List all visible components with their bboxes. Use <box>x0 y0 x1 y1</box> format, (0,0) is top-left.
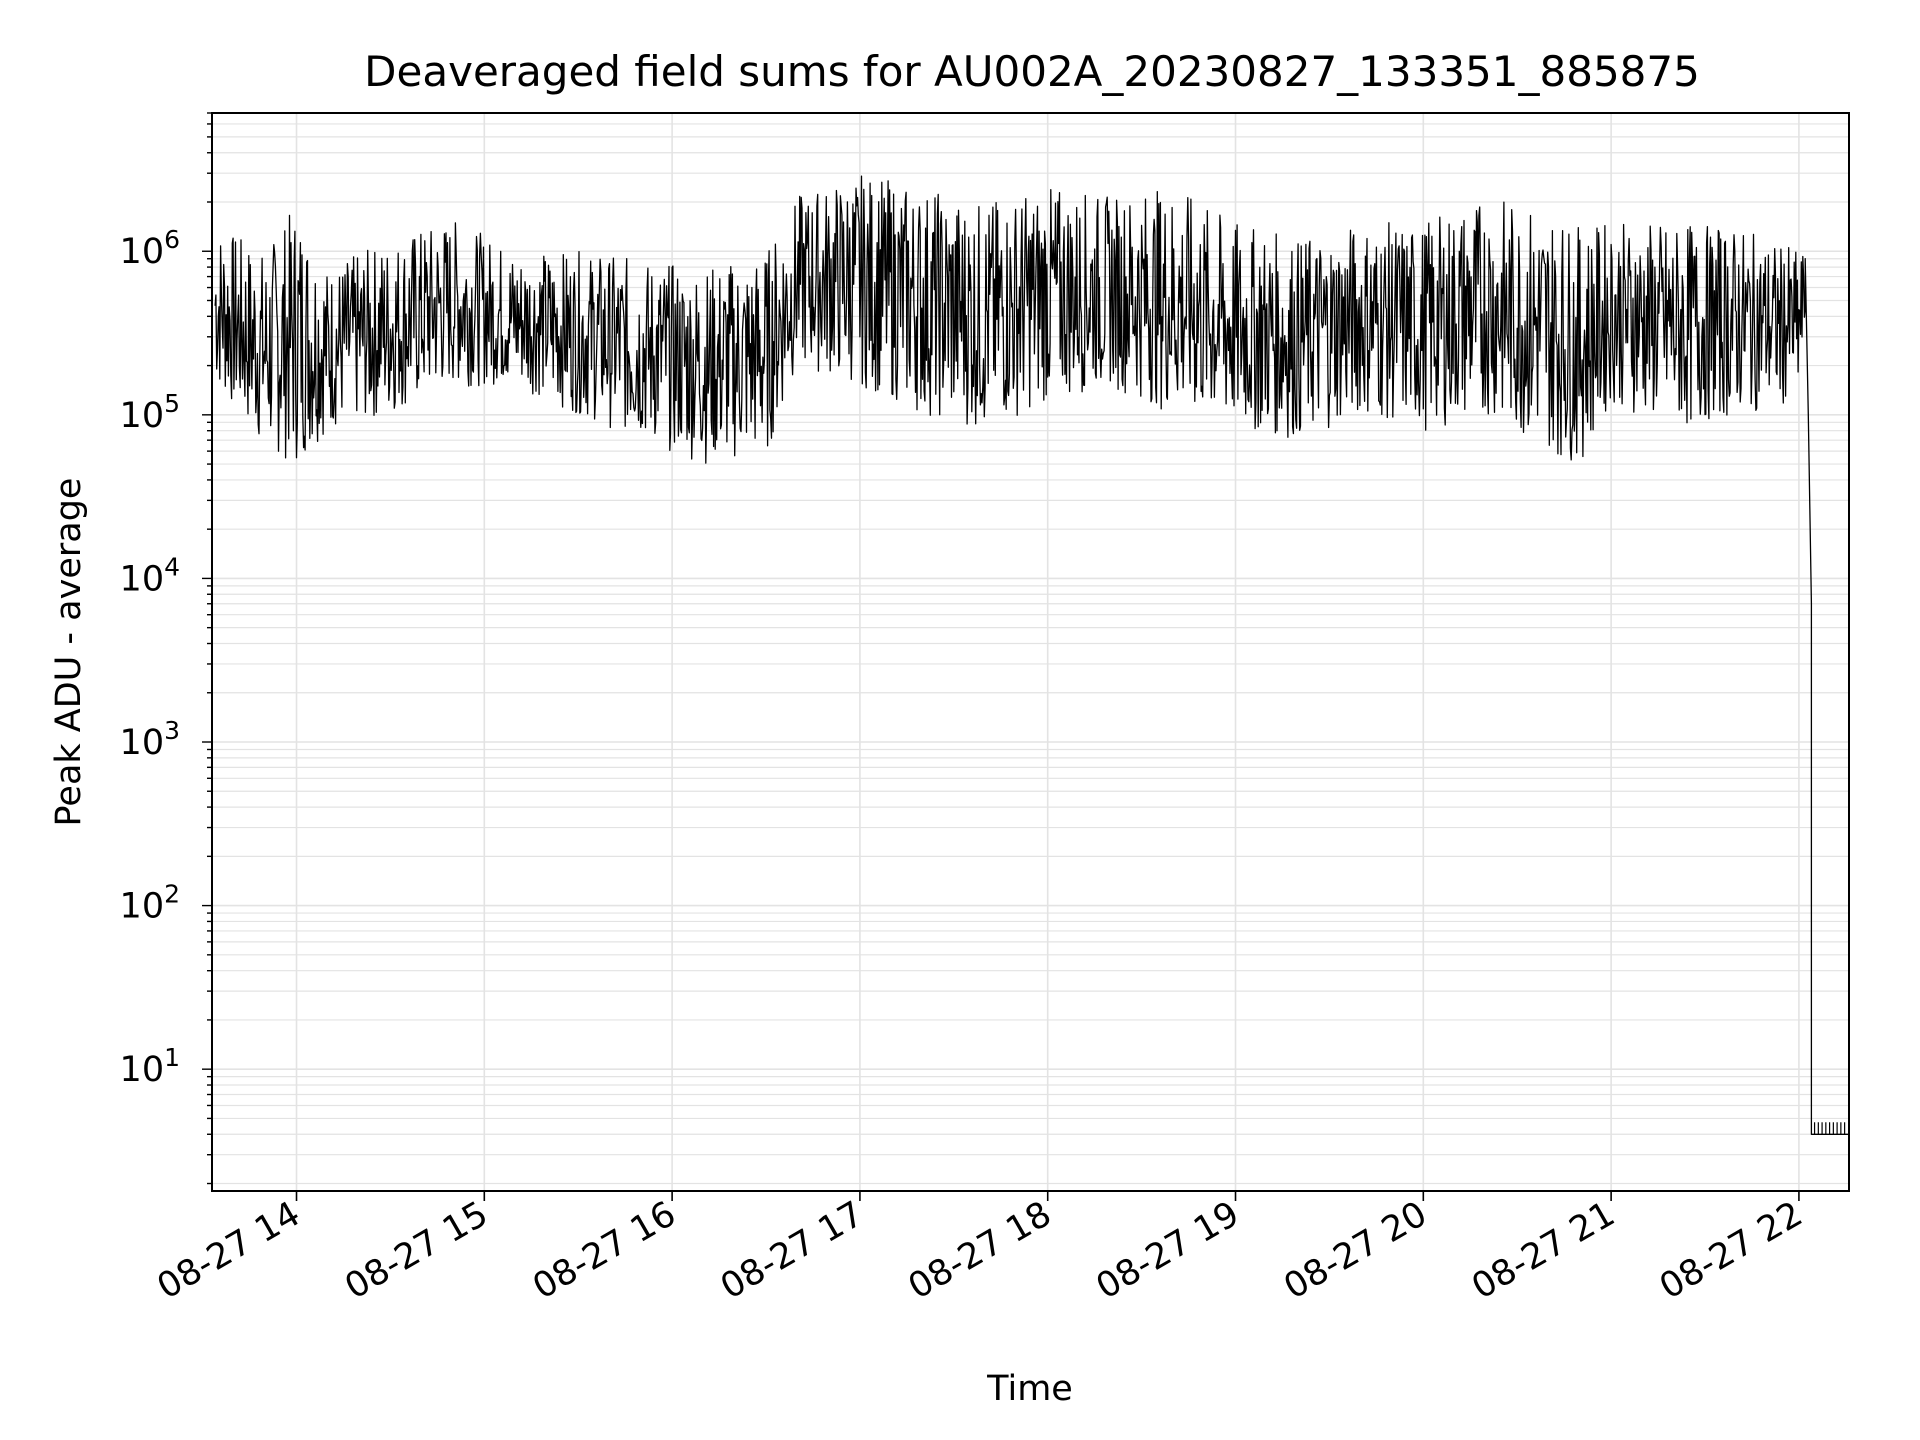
y-tick-base: 10 <box>120 1050 165 1090</box>
series-line <box>214 175 1849 1135</box>
y-tick-base: 10 <box>120 723 165 763</box>
y-tick-base: 10 <box>120 559 165 599</box>
y-tick-exponent: 1 <box>164 1043 180 1072</box>
y-tick-base: 10 <box>120 887 165 927</box>
y-tick-base: 10 <box>120 232 165 272</box>
y-tick-exponent: 2 <box>164 880 180 909</box>
y-tick-exponent: 3 <box>164 716 180 745</box>
y-axis-label: Peak ADU - average <box>49 478 89 827</box>
x-axis-label: Time <box>986 1369 1073 1409</box>
chart-title: Deaveraged field sums for AU002A_2023082… <box>364 47 1700 96</box>
y-tick-label: 105 <box>120 389 180 436</box>
y-tick-label: 103 <box>120 716 180 763</box>
y-tick-label: 102 <box>120 880 180 927</box>
plot-frame <box>211 112 1850 1192</box>
y-tick-label: 104 <box>120 552 180 599</box>
y-tick-label: 106 <box>120 225 180 272</box>
y-tick-exponent: 6 <box>164 225 180 254</box>
y-tick-exponent: 4 <box>164 552 180 581</box>
y-tick-exponent: 5 <box>164 389 180 418</box>
y-tick-label: 101 <box>120 1043 180 1090</box>
series-layer <box>214 175 1849 1135</box>
y-tick-base: 10 <box>120 396 165 436</box>
